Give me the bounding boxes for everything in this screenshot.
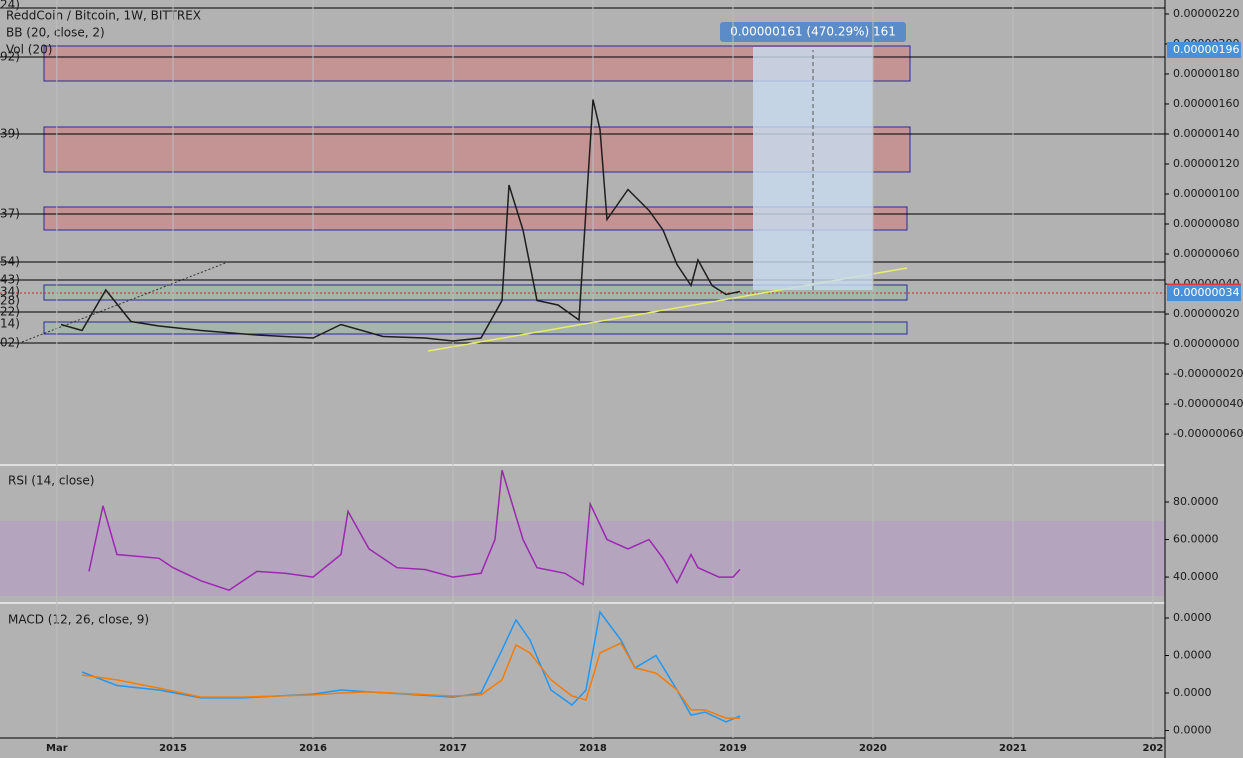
level-label: 54): [0, 255, 20, 269]
y-tick-label: 40.0000: [1173, 570, 1219, 583]
macd-title: MACD (12, 26, close, 9): [8, 613, 149, 627]
y-tick-label: 0.00000220: [1173, 7, 1239, 20]
x-tick-label: 2018: [579, 743, 607, 754]
x-tick-label: 2016: [299, 743, 327, 754]
indicator-label: Vol (20): [6, 43, 52, 57]
y-tick-label: 0.00000000: [1173, 337, 1239, 350]
y-tick-label: 0.00000120: [1173, 157, 1239, 170]
y-tick-label: 0.00000020: [1173, 307, 1239, 320]
level-label: 92): [0, 50, 20, 64]
y-tick-label: -0.00000020: [1173, 367, 1243, 380]
y-tick-label: 0.00000060: [1173, 247, 1239, 260]
price-tag: [1167, 285, 1241, 302]
x-tick-label: 2019: [719, 743, 747, 754]
signal-line: [81, 642, 740, 719]
price-tag: [1167, 41, 1241, 58]
level-label: 37): [0, 207, 20, 221]
rsi-title: RSI (14, close): [8, 474, 94, 488]
x-tick-label: 2017: [439, 743, 467, 754]
price-line: [60, 99, 741, 342]
y-tick-label: -0.00000040: [1173, 397, 1243, 410]
y-tick-label: 0.0000: [1173, 724, 1212, 737]
level-label: 39): [0, 127, 20, 141]
y-tick-label: 60.0000: [1173, 533, 1219, 546]
y-tick-label: 0.00000180: [1173, 67, 1239, 80]
support-zone: [43, 321, 908, 335]
level-label: 28): [0, 294, 20, 308]
measure-label: 0.00000161 (470.29%) 161: [730, 25, 896, 39]
level-label: 34): [0, 285, 20, 299]
indicator-label: BB (20, close, 2): [6, 26, 105, 40]
y-tick-label: 0.00000080: [1173, 217, 1239, 230]
trend-line: [21, 261, 229, 343]
y-tick-label: -0.00000060: [1173, 427, 1243, 440]
x-tick-label: 2021: [999, 743, 1027, 754]
price-tag-label: 0.00000034: [1173, 286, 1239, 299]
y-tick-label: 0.00000100: [1173, 187, 1239, 200]
y-tick-label: 0.0000: [1173, 686, 1212, 699]
y-tick-label: 0.00000140: [1173, 127, 1239, 140]
level-label: 43): [0, 273, 20, 287]
y-tick-label: 0.0000: [1173, 649, 1212, 662]
rsi-line: [88, 469, 741, 592]
y-tick-label: 0.0000: [1173, 611, 1212, 624]
y-tick-label: 80.0000: [1173, 495, 1219, 508]
measure-label-bg: [720, 22, 906, 42]
price-tag-label: 0.00000196: [1173, 43, 1239, 56]
level-label: 14): [0, 317, 20, 331]
symbol-title: ReddCoin / Bitcoin, 1W, BITTREX: [6, 9, 201, 23]
level-label: 22): [0, 305, 20, 319]
x-tick-label: Mar: [46, 743, 68, 754]
x-tick-label: 202: [1143, 743, 1164, 754]
level-label: 24): [0, 0, 20, 12]
x-tick-label: 2020: [859, 743, 887, 754]
x-tick-label: 2015: [159, 743, 187, 754]
y-tick-label: 0.00000160: [1173, 97, 1239, 110]
level-label: 02): [0, 336, 20, 350]
resistance-zone: [43, 206, 908, 231]
